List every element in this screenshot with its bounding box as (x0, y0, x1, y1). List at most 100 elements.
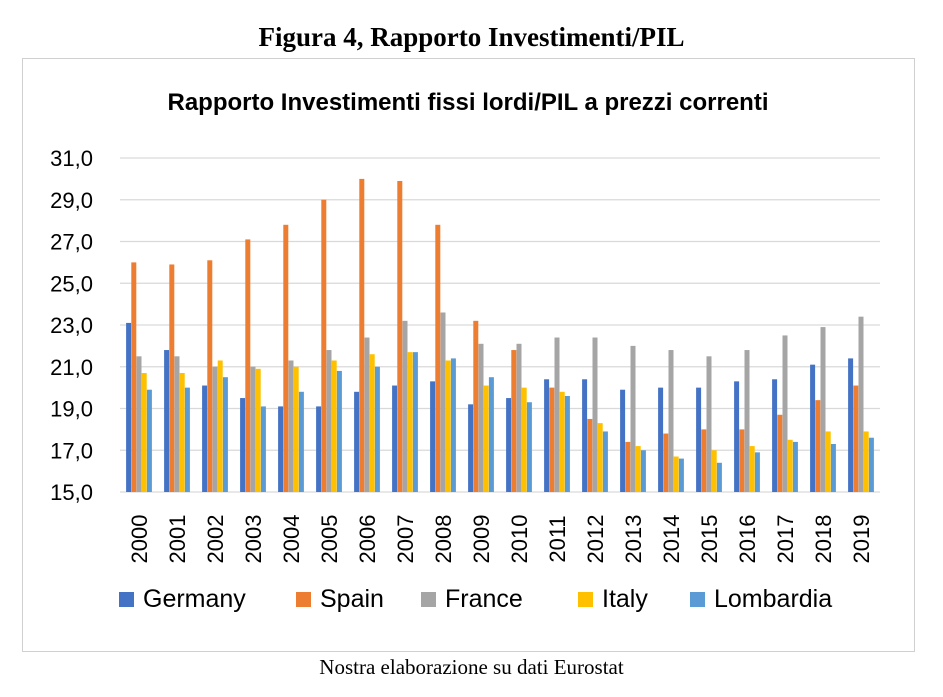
bar-italy-2014 (673, 456, 679, 492)
legend-label-lombardia: Lombardia (714, 585, 832, 613)
bar-germany-2007 (392, 385, 398, 492)
bar-germany-2017 (772, 379, 778, 492)
bar-spain-2019 (853, 385, 859, 492)
y-tick-label: 29,0 (50, 188, 93, 213)
legend-label-germany: Germany (143, 585, 246, 613)
bar-germany-2011 (544, 379, 550, 492)
bar-lombardia-2015 (716, 462, 722, 492)
x-tick-label: 2001 (165, 515, 190, 564)
x-tick-label: 2012 (583, 515, 608, 564)
bar-germany-2013 (620, 389, 626, 492)
bar-spain-2015 (701, 429, 707, 493)
bar-lombardia-2017 (792, 441, 798, 492)
bar-italy-2011 (559, 391, 565, 492)
bar-france-2001 (174, 356, 180, 492)
legend-label-italy: Italy (602, 585, 648, 613)
y-tick-label: 23,0 (50, 313, 93, 338)
x-tick-label: 2006 (355, 515, 380, 564)
chart-title: Rapporto Investimenti fissi lordi/PIL a … (167, 89, 768, 116)
bar-france-2013 (630, 345, 636, 493)
bar-italy-2019 (863, 431, 869, 492)
bar-lombardia-2004 (298, 391, 304, 492)
bar-france-2014 (668, 350, 674, 492)
bar-france-2017 (782, 335, 788, 492)
bar-germany-2012 (582, 379, 588, 492)
bar-lombardia-2009 (488, 377, 494, 492)
bar-germany-2004 (278, 406, 284, 492)
bar-italy-2002 (217, 360, 223, 492)
bar-germany-2014 (658, 387, 664, 493)
bar-spain-2000 (131, 262, 137, 493)
bar-france-2019 (858, 316, 864, 492)
bar-spain-2018 (815, 400, 821, 492)
bar-lombardia-2012 (602, 431, 608, 492)
x-tick-label: 2016 (735, 515, 760, 564)
bar-france-2004 (288, 360, 294, 492)
bar-spain-2017 (777, 414, 783, 492)
x-tick-label: 2018 (811, 515, 836, 564)
bar-france-2016 (744, 350, 750, 492)
bar-france-2008 (440, 312, 446, 492)
bar-italy-2001 (179, 373, 185, 492)
bar-spain-2004 (283, 224, 289, 493)
x-tick-label: 2013 (621, 515, 646, 564)
y-tick-label: 21,0 (50, 355, 93, 380)
x-tick-label: 2014 (659, 515, 684, 564)
bar-italy-2010 (521, 387, 527, 493)
bar-germany-2005 (316, 406, 322, 492)
bar-italy-2005 (331, 360, 337, 492)
bar-france-2002 (212, 366, 218, 492)
bar-italy-2006 (369, 354, 375, 492)
bar-italy-2015 (711, 450, 717, 492)
bar-lombardia-2013 (640, 450, 646, 492)
bar-spain-2014 (663, 433, 669, 492)
x-tick-label: 2005 (317, 515, 342, 564)
x-tick-label: 2007 (393, 515, 418, 564)
figure-title: Figura 4, Rapporto Investimenti/PIL (258, 22, 685, 52)
bar-italy-2003 (255, 368, 261, 492)
bar-spain-2007 (397, 180, 403, 492)
bar-germany-2009 (468, 404, 474, 492)
bar-france-2006 (364, 337, 370, 492)
x-tick-label: 2010 (507, 515, 532, 564)
x-tick-label: 2003 (241, 515, 266, 564)
bar-france-2012 (592, 337, 598, 492)
x-axis-ticks: 2000 2001 2002 2003 2004 2005 2006 2007 2008 2009… (127, 515, 874, 564)
legend: Germany Spain France Italy Lombardia (119, 585, 832, 613)
bar-lombardia-2008 (450, 358, 456, 492)
bar-germany-2001 (164, 350, 170, 492)
bar-spain-2002 (207, 260, 213, 492)
x-tick-label: 2015 (697, 515, 722, 564)
x-tick-label: 2008 (431, 515, 456, 564)
bar-france-2011 (554, 337, 560, 492)
bar-italy-2009 (483, 385, 489, 492)
bar-spain-2013 (625, 441, 631, 492)
bar-lombardia-2014 (678, 458, 684, 492)
bar-france-2007 (402, 320, 408, 492)
legend-swatch-spain (296, 592, 311, 607)
bar-lombardia-2002 (222, 377, 228, 492)
legend-swatch-germany (119, 592, 134, 607)
x-tick-label: 2009 (469, 515, 494, 564)
bar-lombardia-2010 (526, 402, 532, 492)
y-tick-label: 17,0 (50, 438, 93, 463)
bar-lombardia-2001 (184, 387, 190, 493)
bar-chart: Rapporto Investimenti fissi lordi/PIL a … (50, 89, 880, 613)
source-caption: Nostra elaborazione su dati Eurostat (319, 655, 624, 679)
bar-germany-2003 (240, 398, 246, 492)
legend-swatch-france (421, 592, 436, 607)
gridlines (120, 157, 880, 493)
legend-swatch-italy (578, 592, 593, 607)
bar-spain-2001 (169, 264, 175, 492)
y-tick-label: 19,0 (50, 397, 93, 422)
bar-france-2018 (820, 327, 826, 492)
bar-italy-2000 (141, 373, 147, 492)
bar-germany-2006 (354, 391, 360, 492)
x-tick-label: 2017 (773, 515, 798, 564)
bar-france-2005 (326, 350, 332, 492)
bar-spain-2008 (435, 224, 441, 493)
bar-germany-2019 (848, 358, 854, 492)
bar-spain-2005 (321, 199, 327, 492)
y-tick-label: 15,0 (50, 480, 93, 505)
legend-swatch-lombardia (690, 592, 705, 607)
